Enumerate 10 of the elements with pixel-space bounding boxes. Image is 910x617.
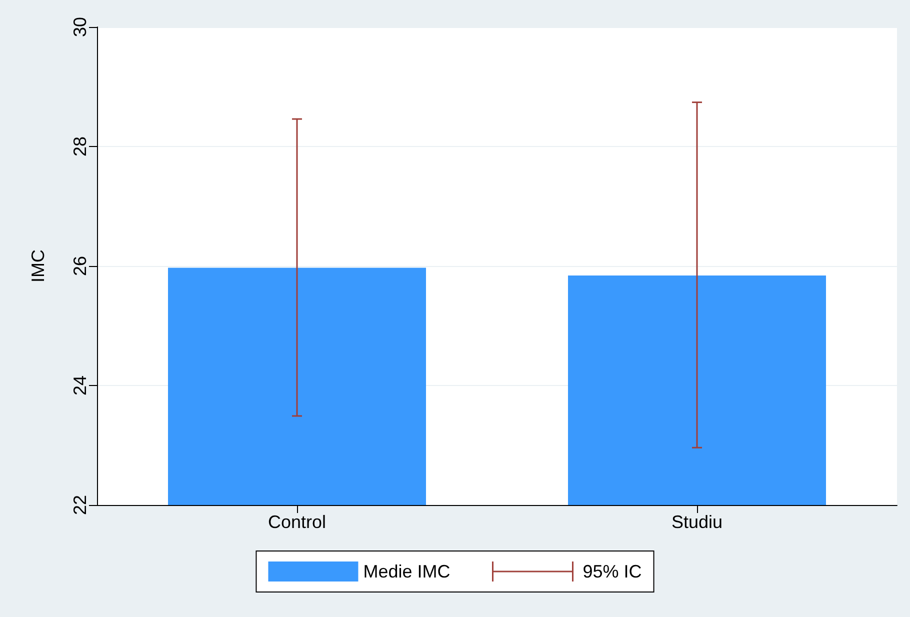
legend-label: Medie IMC: [363, 562, 450, 582]
y-tick-label: 24: [70, 375, 90, 396]
y-tick-label: 30: [70, 16, 90, 38]
y-tick-label: 22: [70, 494, 90, 516]
y-tick-label: 26: [70, 256, 90, 276]
x-tick-label: Control: [268, 512, 326, 532]
x-tick-label: Studiu: [671, 512, 723, 532]
y-axis-title: IMC: [28, 250, 48, 282]
y-tick-label: 28: [70, 136, 90, 157]
text: 95% IC: [582, 562, 642, 582]
